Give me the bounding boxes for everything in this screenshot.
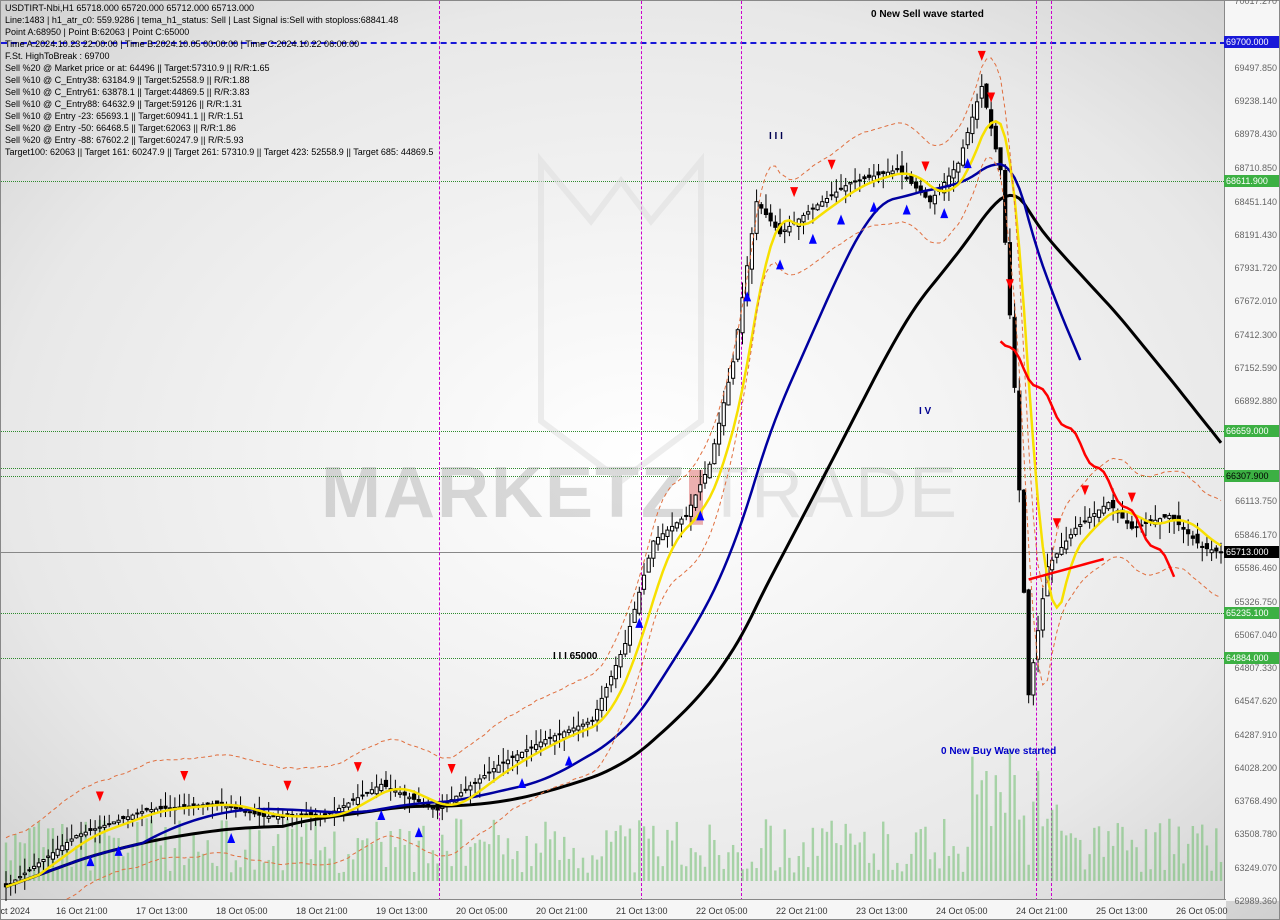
time-tick: 24 Oct 21:00: [1016, 906, 1068, 916]
time-tick: 16 Oct 2024: [0, 906, 30, 916]
price-tick: 65326.750: [1234, 597, 1277, 607]
price-tick: 62989.360: [1234, 896, 1277, 906]
price-tick: 69238.140: [1234, 96, 1277, 106]
wave-annotation: I V: [919, 406, 931, 417]
price-tick: 64547.620: [1234, 696, 1277, 706]
info-line: Sell %20 @ Market price or at: 64496 || …: [5, 63, 269, 73]
time-tick: 23 Oct 13:00: [856, 906, 908, 916]
time-tick: 20 Oct 21:00: [536, 906, 588, 916]
wave-annotation: 0 New Sell wave started: [871, 9, 984, 20]
info-line: Sell %20 @ Entry -88: 67602.2 || Target:…: [5, 135, 243, 145]
time-tick: 17 Oct 13:00: [136, 906, 188, 916]
time-tick: 22 Oct 21:00: [776, 906, 828, 916]
price-badge: 65235.100: [1224, 607, 1279, 619]
price-tick: 63508.780: [1234, 829, 1277, 839]
price-badge: 66307.900: [1224, 470, 1279, 482]
price-tick: 68978.430: [1234, 129, 1277, 139]
price-badge: 65713.000: [1224, 546, 1279, 558]
price-tick: 64028.200: [1234, 763, 1277, 773]
price-tick: 66892.880: [1234, 396, 1277, 406]
price-tick: 63249.070: [1234, 863, 1277, 873]
time-tick: 20 Oct 05:00: [456, 906, 508, 916]
price-tick: 68710.850: [1234, 163, 1277, 173]
price-badge: 68611.900: [1224, 175, 1279, 187]
price-tick: 64287.910: [1234, 730, 1277, 740]
info-line: Sell %10 @ C_Entry61: 63878.1 || Target:…: [5, 87, 249, 97]
time-tick: 18 Oct 05:00: [216, 906, 268, 916]
price-axis: 70017.270 69497.850 69238.140 68978.430 6871…: [1224, 1, 1279, 901]
price-tick: 65067.040: [1234, 630, 1277, 640]
price-badge: 66659.000: [1224, 425, 1279, 437]
price-tick: 65586.460: [1234, 563, 1277, 573]
time-tick: 25 Oct 13:00: [1096, 906, 1148, 916]
price-tick: 63768.490: [1234, 796, 1277, 806]
price-tick: 67152.590: [1234, 363, 1277, 373]
price-badge: 64884.000: [1224, 652, 1279, 664]
time-tick: 19 Oct 13:00: [376, 906, 428, 916]
info-line: Sell %20 @ Entry -50: 66468.5 || Target:…: [5, 123, 236, 133]
time-tick: 21 Oct 13:00: [616, 906, 668, 916]
price-tick: 65846.170: [1234, 530, 1277, 540]
info-line: Sell %10 @ C_Entry38: 63184.9 || Target:…: [5, 75, 249, 85]
price-tick: 66113.750: [1235, 496, 1277, 506]
chart-plot-area[interactable]: USDTIRT-Nbi,H1 65718.000 65720.000 65712…: [1, 1, 1226, 901]
price-tick: 70017.270: [1234, 0, 1277, 6]
time-axis: 16 Oct 2024 16 Oct 21:00 17 Oct 13:00 18 Oc…: [1, 899, 1226, 919]
price-badge: 69700.000: [1224, 36, 1279, 48]
wave-annotation: I I I 65000: [553, 651, 597, 662]
price-tick: 67931.720: [1234, 263, 1277, 273]
info-line: Line:1483 | h1_atr_c0: 559.9286 | tema_h…: [5, 15, 398, 25]
price-tick: 68191.430: [1234, 230, 1277, 240]
time-tick: 18 Oct 21:00: [296, 906, 348, 916]
trading-chart-window: MARKETZTRADE USDTIRT-Nbi,H1 65718.000 65…: [0, 0, 1280, 920]
wave-annotation: I I I: [769, 131, 783, 142]
info-line: Target100: 62063 || Target 161: 60247.9 …: [5, 147, 433, 157]
price-tick: 64807.330: [1234, 663, 1277, 673]
wave-annotation: 0 New Buy Wave started: [941, 746, 1056, 757]
time-tick: 24 Oct 05:00: [936, 906, 988, 916]
info-line: Sell %10 @ C_Entry88: 64632.9 || Target:…: [5, 99, 242, 109]
info-line: Sell %10 @ Entry -23: 65693.1 || Target:…: [5, 111, 243, 121]
info-line: F.St. HighToBreak : 69700: [5, 51, 110, 61]
price-tick: 68451.140: [1234, 197, 1277, 207]
price-tick: 67412.300: [1234, 330, 1277, 340]
info-line: Point A:68950 | Point B:62063 | Point C:…: [5, 27, 189, 37]
price-tick: 69497.850: [1234, 63, 1277, 73]
info-line: Time A:2024.10.23 22:00:00 | Time B:2024…: [5, 39, 359, 49]
time-tick: 16 Oct 21:00: [56, 906, 108, 916]
symbol-header: USDTIRT-Nbi,H1 65718.000 65720.000 65712…: [5, 3, 254, 13]
time-tick: 26 Oct 05:00: [1176, 906, 1228, 916]
price-tick: 67672.010: [1234, 296, 1277, 306]
time-tick: 22 Oct 05:00: [696, 906, 748, 916]
